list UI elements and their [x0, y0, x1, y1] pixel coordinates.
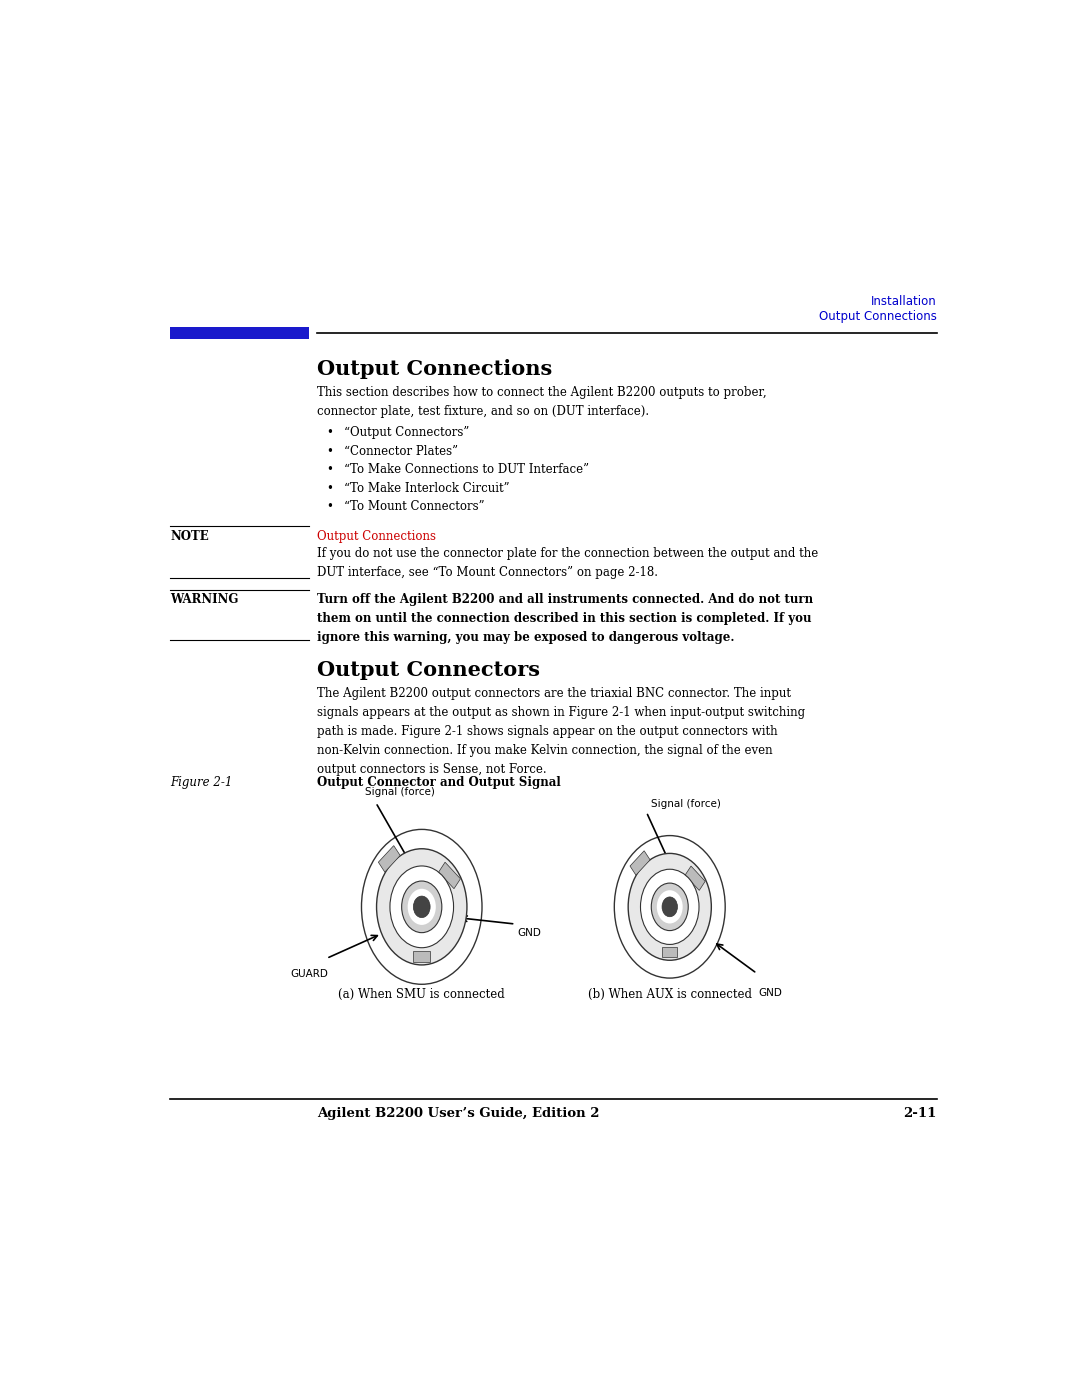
Text: Output Connections: Output Connections — [318, 359, 553, 379]
Bar — [630, 851, 650, 875]
Text: Signal (force): Signal (force) — [365, 787, 435, 798]
Circle shape — [651, 883, 688, 930]
Text: This section describes how to connect the Agilent B2200 outputs to prober,
conne: This section describes how to connect th… — [318, 386, 767, 418]
Text: •: • — [326, 444, 333, 458]
Text: Output Connector and Output Signal: Output Connector and Output Signal — [318, 775, 562, 789]
Circle shape — [414, 895, 430, 918]
Text: •: • — [326, 464, 333, 476]
Circle shape — [657, 890, 683, 923]
Text: (a) When SMU is connected: (a) When SMU is connected — [338, 988, 505, 1000]
Text: Output Connections: Output Connections — [819, 310, 936, 323]
Circle shape — [390, 866, 454, 947]
Text: If you do not use the connector plate for the connection between the output and : If you do not use the connector plate fo… — [318, 548, 819, 580]
Text: “Output Connectors”: “Output Connectors” — [345, 426, 470, 439]
Bar — [378, 845, 401, 872]
Text: GND: GND — [517, 929, 541, 939]
Text: Signal (force): Signal (force) — [651, 799, 721, 809]
Text: “To Mount Connectors”: “To Mount Connectors” — [345, 500, 485, 513]
Circle shape — [615, 835, 725, 978]
Text: NOTE: NOTE — [171, 529, 208, 542]
Bar — [662, 947, 677, 957]
Bar — [414, 951, 430, 961]
Text: “To Make Connections to DUT Interface”: “To Make Connections to DUT Interface” — [345, 464, 590, 476]
Text: “To Make Interlock Circuit”: “To Make Interlock Circuit” — [345, 482, 510, 495]
Text: Turn off the Agilent B2200 and all instruments connected. And do not turn
them o: Turn off the Agilent B2200 and all instr… — [318, 594, 813, 644]
Bar — [171, 327, 309, 338]
Text: The Agilent B2200 output connectors are the triaxial BNC connector. The input
si: The Agilent B2200 output connectors are … — [318, 687, 806, 777]
Bar — [685, 866, 705, 890]
Circle shape — [402, 882, 442, 933]
Circle shape — [362, 830, 482, 985]
Circle shape — [377, 849, 467, 965]
Text: •: • — [326, 482, 333, 495]
Text: GND: GND — [758, 988, 783, 997]
Text: •: • — [326, 500, 333, 513]
Text: Output Connectors: Output Connectors — [318, 661, 540, 680]
Text: Output Connections: Output Connections — [318, 529, 436, 542]
Text: Figure 2-1: Figure 2-1 — [171, 775, 232, 789]
Circle shape — [629, 854, 712, 960]
Text: GUARD: GUARD — [291, 970, 328, 979]
Circle shape — [640, 869, 699, 944]
Text: 2-11: 2-11 — [904, 1106, 936, 1120]
Text: •: • — [326, 426, 333, 439]
Circle shape — [407, 888, 436, 925]
Circle shape — [662, 897, 677, 916]
Text: Installation: Installation — [872, 295, 936, 307]
Text: Agilent B2200 User’s Guide, Edition 2: Agilent B2200 User’s Guide, Edition 2 — [318, 1106, 600, 1120]
Text: (b) When AUX is connected: (b) When AUX is connected — [588, 988, 752, 1000]
Bar — [438, 862, 460, 888]
Text: “Connector Plates”: “Connector Plates” — [345, 444, 458, 458]
Text: WARNING: WARNING — [171, 594, 239, 606]
